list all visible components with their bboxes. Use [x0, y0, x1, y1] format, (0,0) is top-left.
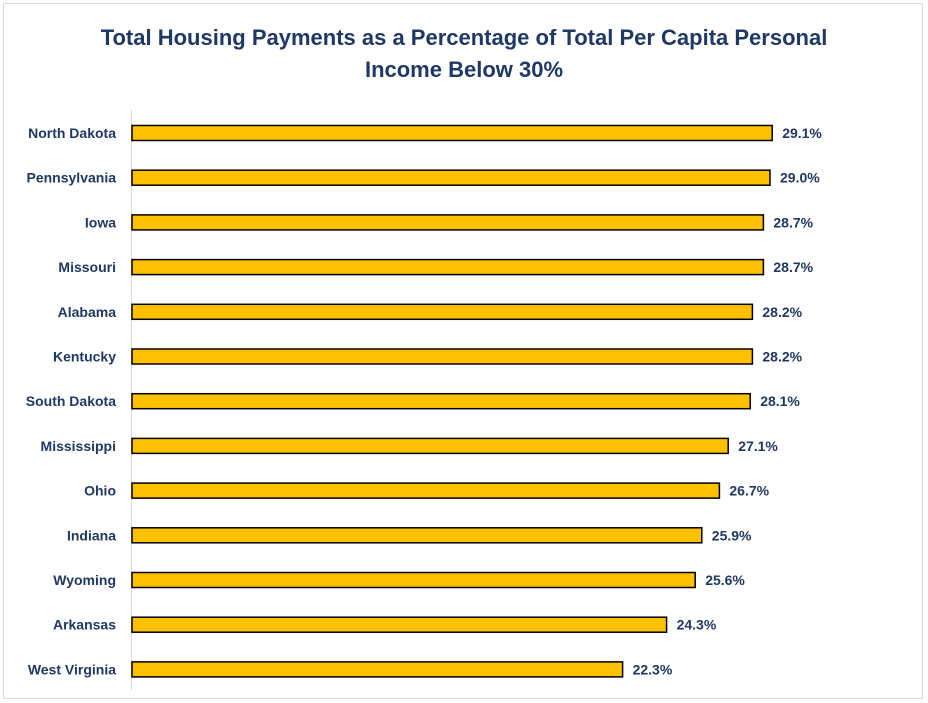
bar: [131, 661, 624, 678]
category-label: Mississippi: [41, 438, 116, 454]
value-label: 25.6%: [705, 572, 745, 588]
category-label: Pennsylvania: [27, 170, 117, 186]
bar: [131, 527, 703, 544]
chart-title: Total Housing Payments as a Percentage o…: [100, 25, 828, 82]
value-label: 28.2%: [762, 349, 802, 365]
value-label: 22.3%: [633, 661, 673, 677]
category-label: Indiana: [67, 527, 116, 543]
value-label: 26.7%: [729, 483, 769, 499]
value-label: 28.7%: [773, 214, 813, 230]
bar: [131, 392, 751, 410]
category-label: Wyoming: [53, 572, 116, 588]
bar: [131, 616, 668, 633]
bar: [131, 124, 773, 142]
category-label: Alabama: [58, 304, 117, 320]
category-label: Kentucky: [53, 349, 116, 365]
category-label: Arkansas: [53, 617, 116, 633]
bar: [131, 482, 721, 499]
bar: [131, 258, 765, 276]
category-label: Missouri: [58, 259, 116, 275]
bar: [131, 214, 765, 231]
value-label: 28.1%: [760, 393, 800, 409]
value-label: 28.7%: [773, 259, 813, 275]
bar: [131, 169, 771, 186]
value-label: 28.2%: [762, 304, 802, 320]
category-label: Ohio: [84, 483, 116, 499]
category-label: South Dakota: [26, 393, 116, 409]
bars-group: North Dakota 29.1% Pennsylvania 29.0% Iowa 28…: [26, 124, 822, 678]
category-label: West Virginia: [28, 661, 116, 677]
value-label: 24.3%: [677, 617, 717, 633]
bar: [131, 348, 754, 365]
category-label: Iowa: [85, 214, 116, 230]
category-label: North Dakota: [28, 125, 116, 141]
value-label: 29.1%: [782, 125, 822, 141]
value-label: 29.0%: [780, 170, 820, 186]
bar: [131, 303, 754, 321]
bar: [131, 571, 696, 589]
value-label: 25.9%: [712, 527, 752, 543]
bar: [131, 437, 729, 455]
value-label: 27.1%: [738, 438, 778, 454]
